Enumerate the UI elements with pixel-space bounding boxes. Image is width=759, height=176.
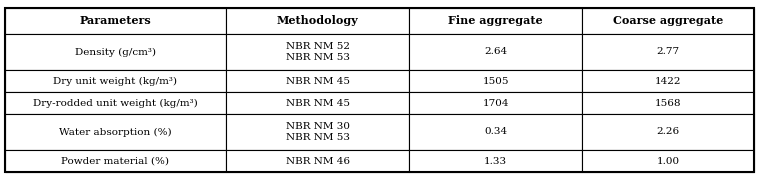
Bar: [226, 92, 409, 114]
Text: 1422: 1422: [654, 77, 681, 86]
Bar: [5, 8, 226, 34]
Text: Dry unit weight (kg/m³): Dry unit weight (kg/m³): [53, 76, 178, 86]
Bar: [409, 34, 581, 70]
Bar: [581, 34, 754, 70]
Text: Parameters: Parameters: [80, 15, 151, 27]
Text: NBR NM 45: NBR NM 45: [285, 99, 350, 108]
Bar: [581, 150, 754, 172]
Text: 2.77: 2.77: [657, 48, 679, 56]
Bar: [5, 70, 226, 92]
Text: 1505: 1505: [483, 77, 509, 86]
Text: 1.33: 1.33: [484, 156, 507, 165]
Text: 0.34: 0.34: [484, 127, 507, 137]
Text: NBR NM 30
NBR NM 53: NBR NM 30 NBR NM 53: [285, 122, 350, 142]
Bar: [409, 114, 581, 150]
Text: 2.64: 2.64: [484, 48, 507, 56]
Text: 1.00: 1.00: [657, 156, 679, 165]
Text: Fine aggregate: Fine aggregate: [449, 15, 543, 27]
Bar: [226, 150, 409, 172]
Bar: [226, 8, 409, 34]
Bar: [581, 8, 754, 34]
Text: Water absorption (%): Water absorption (%): [59, 127, 172, 137]
Text: 2.26: 2.26: [657, 127, 679, 137]
Bar: [5, 34, 226, 70]
Bar: [226, 70, 409, 92]
Bar: [226, 34, 409, 70]
Bar: [5, 114, 226, 150]
Text: Methodology: Methodology: [277, 15, 358, 27]
Text: Coarse aggregate: Coarse aggregate: [613, 15, 723, 27]
Text: 1704: 1704: [483, 99, 509, 108]
Bar: [409, 8, 581, 34]
Bar: [226, 114, 409, 150]
Text: NBR NM 52
NBR NM 53: NBR NM 52 NBR NM 53: [285, 42, 350, 62]
Bar: [409, 150, 581, 172]
Text: Density (g/cm³): Density (g/cm³): [75, 48, 156, 56]
Bar: [409, 70, 581, 92]
Text: NBR NM 46: NBR NM 46: [285, 156, 350, 165]
Bar: [581, 92, 754, 114]
Text: Powder material (%): Powder material (%): [61, 156, 169, 165]
Bar: [5, 150, 226, 172]
Bar: [409, 92, 581, 114]
Bar: [581, 114, 754, 150]
Bar: [581, 70, 754, 92]
Bar: [5, 92, 226, 114]
Text: NBR NM 45: NBR NM 45: [285, 77, 350, 86]
Text: Dry-rodded unit weight (kg/m³): Dry-rodded unit weight (kg/m³): [33, 98, 198, 108]
Text: 1568: 1568: [654, 99, 681, 108]
